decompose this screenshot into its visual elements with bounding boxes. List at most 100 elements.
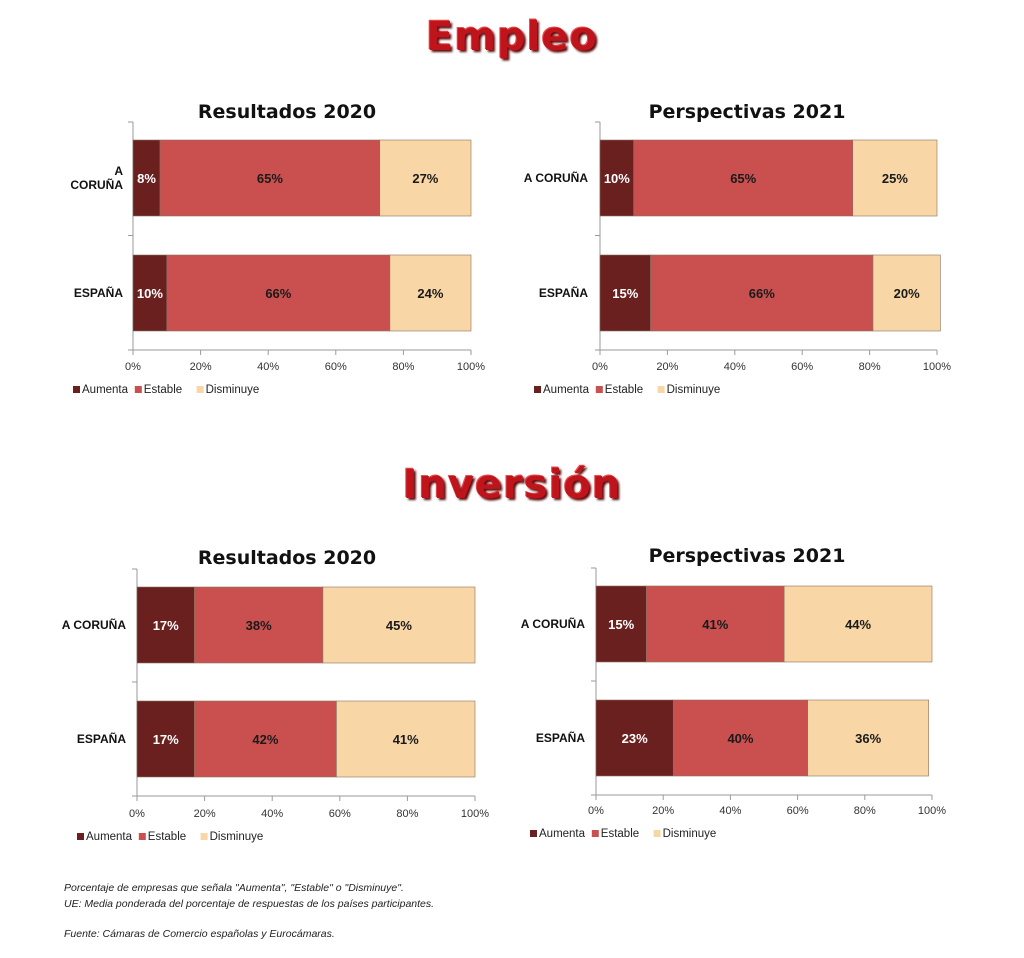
data-label: 66% (749, 286, 775, 301)
chart-title: Perspectivas 2021 (649, 545, 846, 567)
category-label: ESPAÑA (539, 285, 588, 300)
legend-swatch (138, 833, 146, 840)
bar-segment-disminuye (379, 139, 472, 217)
legend-label: Estable (144, 384, 182, 396)
data-label: 20% (894, 286, 920, 301)
chart-title: Perspectivas 2021 (649, 101, 846, 123)
note-ue: UE: Media ponderada del porcentaje de re… (64, 898, 435, 910)
x-tick-label: 100% (923, 361, 951, 373)
legend-swatch (595, 386, 603, 393)
x-tick-label: 40% (724, 361, 746, 373)
data-label: 27% (412, 171, 438, 186)
section-title-inversion: Inversión (402, 462, 622, 508)
data-label: 65% (257, 171, 283, 186)
bar-segment-disminuye (783, 585, 933, 663)
x-tick-label: 80% (859, 361, 881, 373)
bar-segment-aumenta (132, 139, 161, 217)
x-tick-label: 0% (588, 805, 604, 817)
legend-swatch (653, 830, 661, 837)
legend-label: Estable (605, 384, 643, 396)
bar-segment-estable (672, 699, 808, 777)
data-label: 10% (137, 286, 163, 301)
data-label: 15% (608, 617, 634, 632)
bar-segment-aumenta (136, 586, 195, 664)
data-label: 8% (137, 171, 156, 186)
x-tick-label: 60% (329, 808, 351, 820)
x-tick-label: 20% (652, 805, 674, 817)
category-label: A CORUÑA (521, 616, 586, 631)
category-label: ESPAÑA (74, 285, 123, 300)
category-label: A (114, 164, 123, 178)
x-tick-label: 0% (129, 808, 145, 820)
category-label: A CORUÑA (524, 170, 589, 185)
legend-label: Disminuye (206, 384, 260, 396)
legend-swatch (534, 386, 541, 393)
data-label: 41% (702, 617, 728, 632)
bar-segment-estable (633, 139, 854, 217)
legend-swatch (134, 386, 142, 393)
bar-segment-disminuye (389, 254, 472, 332)
data-label: 24% (417, 286, 443, 301)
note-percentage: Porcentaje de empresas que señala "Aumen… (64, 882, 404, 894)
x-tick-label: 0% (125, 361, 141, 373)
bar-segment-disminuye (872, 254, 941, 332)
data-label: 65% (730, 171, 756, 186)
bar-segment-aumenta (599, 139, 635, 217)
data-label: 15% (612, 286, 638, 301)
legend-swatch (530, 830, 537, 837)
chart-2: Resultados 2020 0% 20% 40% 60% 80% 100% A CORUÑ… (62, 547, 490, 843)
legend-label: Estable (601, 828, 639, 840)
category-label: ESPAÑA (536, 730, 585, 745)
legend-label: Aumenta (543, 384, 590, 396)
chart-1: Perspectivas 2021 0% 20% 40% 60% 80% 100% A COR… (524, 101, 952, 396)
legend-swatch (591, 830, 599, 837)
bar-segment-estable (194, 700, 337, 778)
data-label: 36% (855, 731, 881, 746)
x-tick-label: 100% (457, 361, 485, 373)
bar-segment-estable (194, 586, 324, 664)
legend-swatch (77, 833, 84, 840)
chart-0: Resultados 2020 0% 20% 40% 60% 80% 100% ACORUÑA… (70, 101, 485, 396)
legend-swatch (200, 833, 208, 840)
data-label: 23% (622, 731, 648, 746)
bar-segment-aumenta (136, 700, 195, 778)
data-label: 10% (604, 171, 630, 186)
chart-notes: Porcentaje de empresas que señala "Aumen… (64, 880, 764, 942)
chart-3: Perspectivas 2021 0% 20% 40% 60% 80% 100% A COR… (521, 545, 947, 840)
x-tick-label: 20% (190, 361, 212, 373)
x-tick-label: 0% (592, 361, 608, 373)
legend-label: Disminuye (663, 828, 717, 840)
x-tick-label: 100% (461, 808, 489, 820)
x-tick-label: 60% (791, 361, 813, 373)
legend-label: Aumenta (539, 828, 586, 840)
data-label: 17% (153, 732, 179, 747)
legend-label: Aumenta (82, 384, 129, 396)
x-tick-label: 60% (325, 361, 347, 373)
bar-segment-aumenta (595, 699, 674, 777)
data-label: 40% (727, 731, 753, 746)
legend-label: Estable (148, 831, 186, 843)
legend-label: Disminuye (210, 831, 264, 843)
bar-segment-estable (159, 139, 381, 217)
category-label: A CORUÑA (62, 617, 127, 632)
category-label: CORUÑA (70, 177, 123, 192)
x-tick-label: 80% (854, 805, 876, 817)
x-tick-label: 40% (719, 805, 741, 817)
x-tick-label: 80% (392, 361, 414, 373)
bar-segment-disminuye (336, 700, 476, 778)
data-label: 42% (252, 732, 278, 747)
x-tick-label: 80% (396, 808, 418, 820)
data-label: 41% (393, 732, 419, 747)
bar-segment-aumenta (599, 254, 651, 332)
data-label: 66% (265, 286, 291, 301)
legend-label: Disminuye (667, 384, 721, 396)
data-label: 17% (153, 618, 179, 633)
x-tick-label: 20% (194, 808, 216, 820)
x-tick-label: 60% (787, 805, 809, 817)
x-tick-label: 20% (656, 361, 678, 373)
bar-segment-disminuye (852, 139, 938, 217)
legend-swatch (657, 386, 665, 393)
legend-swatch (196, 386, 204, 393)
bar-segment-disminuye (807, 699, 929, 777)
